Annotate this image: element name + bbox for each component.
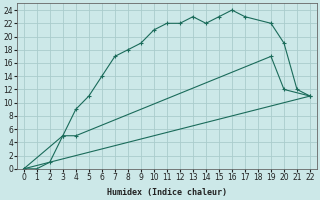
X-axis label: Humidex (Indice chaleur): Humidex (Indice chaleur) [107, 188, 227, 197]
